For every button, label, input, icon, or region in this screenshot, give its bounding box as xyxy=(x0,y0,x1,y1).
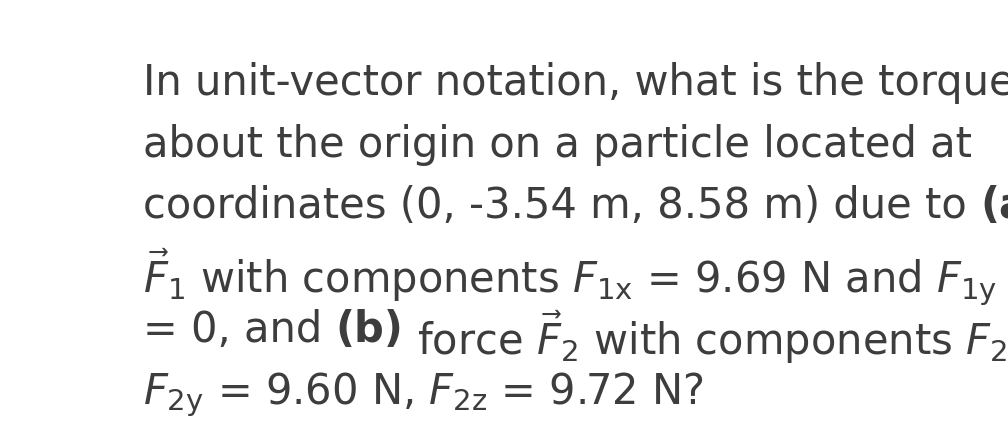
Text: In unit-vector notation, what is the torque: In unit-vector notation, what is the tor… xyxy=(143,62,1008,104)
Text: (a): (a) xyxy=(980,185,1008,227)
Text: $F_\mathsf{2y}$ = 9.60 N, $F_\mathsf{2z}$ = 9.72 N?: $F_\mathsf{2y}$ = 9.60 N, $F_\mathsf{2z}… xyxy=(143,370,705,419)
Text: $\vec{F}$$_{\mathsf{1}}$ with components $F_\mathsf{1x}$ = 9.69 N and $F_\mathsf: $\vec{F}$$_{\mathsf{1}}$ with components… xyxy=(143,247,1008,308)
Text: coordinates (0, -3.54 m, 8.58 m) due to: coordinates (0, -3.54 m, 8.58 m) due to xyxy=(143,185,980,227)
Text: (b): (b) xyxy=(336,309,403,351)
Text: = 0, and: = 0, and xyxy=(143,309,336,351)
Text: about the origin on a particle located at: about the origin on a particle located a… xyxy=(143,124,972,166)
Text: force $\vec{F}$$_{\mathsf{2}}$ with components $F_\mathsf{2x}$ = 0,: force $\vec{F}$$_{\mathsf{2}}$ with comp… xyxy=(403,309,1008,366)
